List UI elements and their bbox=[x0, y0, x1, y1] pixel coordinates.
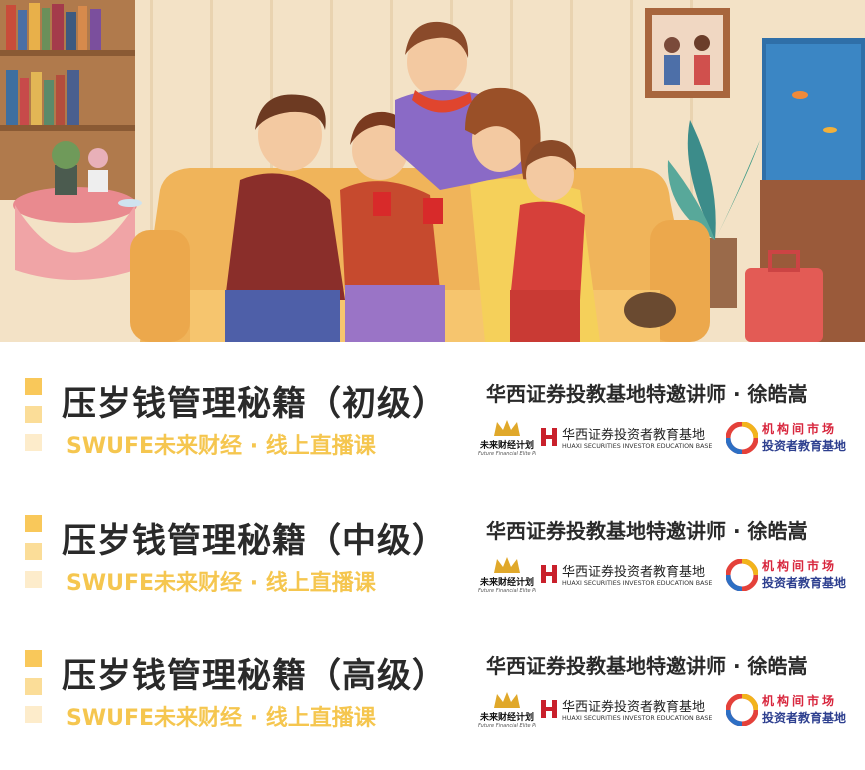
crown-icon bbox=[494, 692, 520, 708]
decor-square bbox=[25, 515, 42, 532]
decor-square bbox=[25, 706, 42, 723]
huaxi-logo-en: HUAXI SECURITIES INVESTOR EDUCATION BASE bbox=[562, 580, 713, 587]
partner-logos: 未来财经计划 Future Financial Elite Plan 华西证券投… bbox=[478, 416, 863, 466]
swufe-logo-name: 未来财经计划 bbox=[479, 713, 534, 723]
teacher-label: 华西证券投教基地特邀讲师 · 徐皓嵩 bbox=[486, 382, 808, 406]
institution-logo-line2: 投资者教育基地 bbox=[762, 439, 847, 453]
institution-mark-icon bbox=[726, 694, 758, 726]
course-subtitle: SWUFE未来财经 · 线上直播课 bbox=[66, 706, 376, 731]
course-title: 压岁钱管理秘籍（初级） bbox=[62, 384, 447, 424]
course-card-beginner[interactable]: 压岁钱管理秘籍（初级） SWUFE未来财经 · 线上直播课 华西证券投教基地特邀… bbox=[0, 378, 865, 498]
huaxi-logo: 华西证券投资者教育基地 HUAXI SECURITIES INVESTOR ED… bbox=[540, 696, 712, 732]
institution-logo-line1: 机构间市场 bbox=[762, 694, 838, 708]
crown-icon bbox=[494, 557, 520, 573]
course-subtitle: SWUFE未来财经 · 线上直播课 bbox=[66, 571, 376, 596]
huaxi-logo-en: HUAXI SECURITIES INVESTOR EDUCATION BASE bbox=[562, 443, 713, 450]
course-title: 压岁钱管理秘籍（高级） bbox=[62, 656, 447, 696]
course-card-intermediate[interactable]: 压岁钱管理秘籍（中级） SWUFE未来财经 · 线上直播课 华西证券投教基地特邀… bbox=[0, 515, 865, 635]
swufe-logo-slogan: Future Financial Elite Plan bbox=[478, 723, 536, 729]
institution-logo-line2: 投资者教育基地 bbox=[762, 711, 847, 725]
institution-logo: 机构间市场 投资者教育基地 bbox=[726, 420, 865, 460]
swufe-logo-name: 未来财经计划 bbox=[479, 441, 534, 451]
institution-mark-icon bbox=[726, 422, 758, 454]
decor-square bbox=[25, 434, 42, 451]
institution-logo-line2: 投资者教育基地 bbox=[762, 576, 847, 590]
teacher-label: 华西证券投教基地特邀讲师 · 徐皓嵩 bbox=[486, 519, 808, 543]
institution-mark-icon bbox=[726, 559, 758, 591]
decor-square bbox=[25, 378, 42, 395]
decor-square bbox=[25, 543, 42, 560]
huaxi-logo: 华西证券投资者教育基地 HUAXI SECURITIES INVESTOR ED… bbox=[540, 561, 712, 597]
institution-logo-line1: 机构间市场 bbox=[762, 422, 838, 436]
decor-square bbox=[25, 571, 42, 588]
huaxi-mark-icon bbox=[541, 700, 557, 718]
swufe-logo: 未来财经计划 Future Financial Elite Plan bbox=[478, 688, 536, 738]
huaxi-mark-icon bbox=[541, 428, 557, 446]
decor-square bbox=[25, 650, 42, 667]
institution-logo: 机构间市场 投资者教育基地 bbox=[726, 692, 865, 732]
institution-logo: 机构间市场 投资者教育基地 bbox=[726, 557, 865, 597]
course-subtitle: SWUFE未来财经 · 线上直播课 bbox=[66, 434, 376, 459]
huaxi-logo-cn: 华西证券投资者教育基地 bbox=[562, 428, 706, 443]
course-title: 压岁钱管理秘籍（中级） bbox=[62, 521, 447, 561]
partner-logos: 未来财经计划 Future Financial Elite Plan 华西证券投… bbox=[478, 553, 863, 603]
swufe-logo: 未来财经计划 Future Financial Elite Plan bbox=[478, 553, 536, 603]
swufe-logo-slogan: Future Financial Elite Plan bbox=[478, 588, 536, 594]
course-card-advanced[interactable]: 压岁钱管理秘籍（高级） SWUFE未来财经 · 线上直播课 华西证券投教基地特邀… bbox=[0, 650, 865, 770]
decor-square bbox=[25, 406, 42, 423]
partner-logos: 未来财经计划 Future Financial Elite Plan 华西证券投… bbox=[478, 688, 863, 738]
swufe-logo-slogan: Future Financial Elite Plan bbox=[478, 451, 536, 457]
swufe-logo-name: 未来财经计划 bbox=[479, 578, 534, 588]
decor-square bbox=[25, 678, 42, 695]
crown-icon bbox=[494, 420, 520, 436]
huaxi-logo-en: HUAXI SECURITIES INVESTOR EDUCATION BASE bbox=[562, 715, 713, 722]
huaxi-logo-cn: 华西证券投资者教育基地 bbox=[562, 700, 706, 715]
huaxi-logo-cn: 华西证券投资者教育基地 bbox=[562, 565, 706, 580]
huaxi-logo: 华西证券投资者教育基地 HUAXI SECURITIES INVESTOR ED… bbox=[540, 424, 712, 460]
swufe-logo: 未来财经计划 Future Financial Elite Plan bbox=[478, 416, 536, 466]
huaxi-mark-icon bbox=[541, 565, 557, 583]
hero-illustration bbox=[0, 0, 865, 342]
institution-logo-line1: 机构间市场 bbox=[762, 559, 838, 573]
teacher-label: 华西证券投教基地特邀讲师 · 徐皓嵩 bbox=[486, 654, 808, 678]
